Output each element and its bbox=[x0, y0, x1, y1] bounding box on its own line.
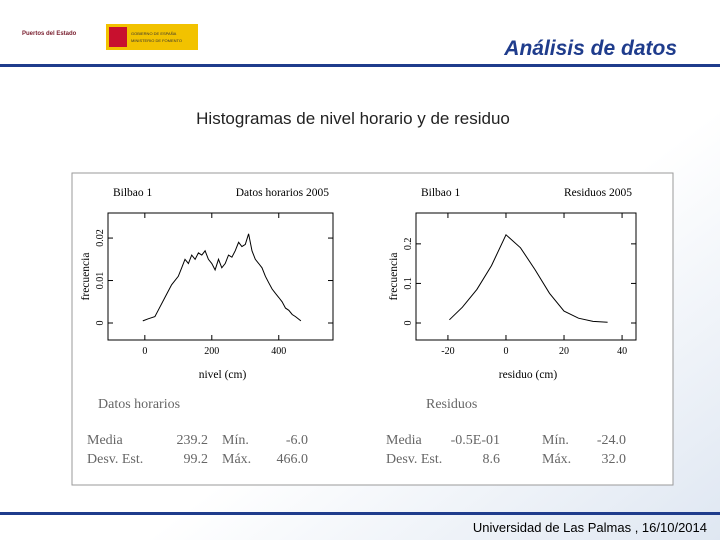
ministry-text: MINISTERIO DE FOMENTO bbox=[131, 38, 182, 43]
x-tick-label: 200 bbox=[204, 346, 219, 357]
stats-cell: Desv. Est. bbox=[87, 452, 143, 467]
plot-frame bbox=[107, 212, 334, 341]
y-axis-label: frecuencia bbox=[80, 253, 92, 301]
x-tick-label: 40 bbox=[617, 346, 627, 357]
plot-frame bbox=[415, 212, 637, 341]
slide-title: Análisis de datos bbox=[503, 37, 677, 60]
stats-cell: Mín. bbox=[542, 433, 569, 448]
data-line bbox=[142, 233, 302, 322]
x-tick-label: 400 bbox=[271, 346, 286, 357]
stats-cell: Media bbox=[87, 433, 124, 448]
stats-cell: Desv. Est. bbox=[386, 452, 442, 467]
stats-cell: 32.0 bbox=[602, 452, 627, 467]
figure-panel bbox=[71, 172, 674, 486]
stats-cell: 99.2 bbox=[184, 452, 209, 467]
x-tick-label: 20 bbox=[559, 346, 569, 357]
stats-cell: 8.6 bbox=[483, 452, 501, 467]
y-tick-label: 0.2 bbox=[403, 238, 414, 251]
y-tick-label: 0 bbox=[403, 320, 414, 325]
stats-cell: -0.5E-01 bbox=[451, 433, 500, 448]
stats-label: Residuos bbox=[426, 397, 477, 412]
stats-cell: 466.0 bbox=[277, 452, 309, 467]
chart-subtitle: Residuos 2005 bbox=[564, 187, 632, 199]
data-line bbox=[449, 233, 608, 323]
y-axis-label: frecuencia bbox=[388, 253, 400, 301]
footer-rule bbox=[0, 512, 720, 515]
y-tick-label: 0.02 bbox=[95, 229, 106, 247]
chart-title: Bilbao 1 bbox=[113, 187, 153, 199]
stats-cell: Máx. bbox=[222, 452, 251, 467]
x-tick-label: 0 bbox=[142, 346, 147, 357]
coat-of-arms bbox=[109, 27, 127, 47]
stats-label: Datos horarios bbox=[98, 397, 180, 412]
y-tick-label: 0 bbox=[95, 321, 106, 326]
x-tick-label: -20 bbox=[441, 346, 454, 357]
chart-title: Bilbao 1 bbox=[421, 187, 461, 199]
stats-cell: Media bbox=[386, 433, 423, 448]
slide-subtitle: Histogramas de nivel horario y de residu… bbox=[196, 109, 510, 128]
logo-text: Puertos del Estado bbox=[22, 31, 77, 37]
x-tick-label: 0 bbox=[503, 346, 508, 357]
x-axis-label: nivel (cm) bbox=[199, 369, 247, 381]
stats-cell: -6.0 bbox=[286, 433, 308, 448]
y-tick-label: 0.1 bbox=[403, 277, 414, 290]
x-axis-label: residuo (cm) bbox=[499, 369, 558, 381]
stats-cell: Mín. bbox=[222, 433, 249, 448]
stats-cell: -24.0 bbox=[597, 433, 626, 448]
header-rule bbox=[0, 64, 720, 67]
gov-text: GOBIERNO DE ESPAÑA bbox=[131, 31, 177, 36]
y-tick-label: 0.01 bbox=[95, 272, 106, 290]
stats-cell: Máx. bbox=[542, 452, 571, 467]
stats-cell: 239.2 bbox=[177, 433, 209, 448]
chart-subtitle: Datos horarios 2005 bbox=[236, 187, 330, 199]
footer: Universidad de Las Palmas , 16/10/2014 bbox=[473, 520, 707, 535]
